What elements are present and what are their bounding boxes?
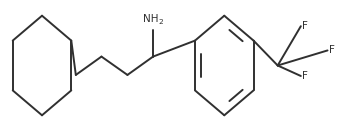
Text: 2: 2 <box>158 19 163 25</box>
Text: F: F <box>302 71 308 81</box>
Text: NH: NH <box>143 14 159 24</box>
Text: F: F <box>329 45 334 55</box>
Text: F: F <box>302 21 308 31</box>
